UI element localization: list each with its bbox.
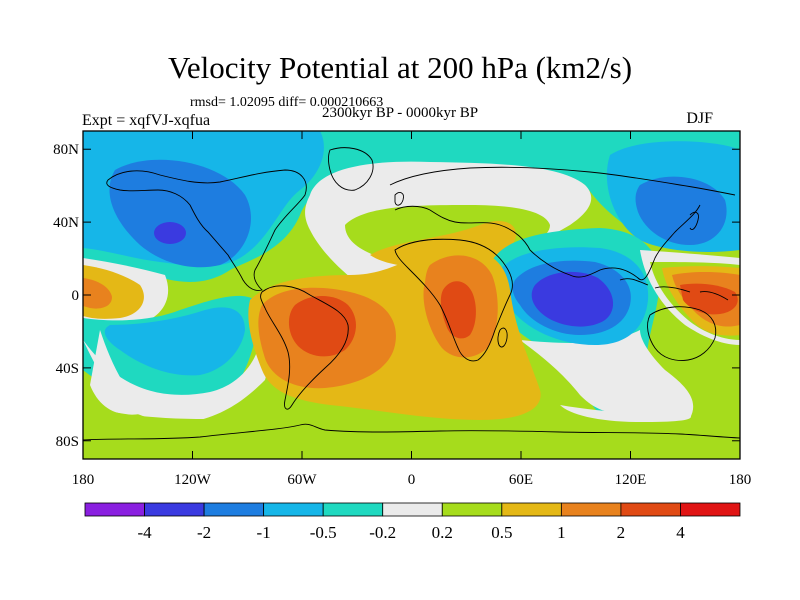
coast-eurasia — [389, 166, 736, 281]
x-tick-label: 180 — [72, 472, 95, 488]
colorbar-swatch — [203, 502, 265, 517]
y-tick-label: 80S — [56, 434, 79, 450]
coast-japan — [689, 211, 699, 231]
colorbar-level-label: 1 — [557, 523, 566, 542]
period-label: 2300kyr BP - 0000kyr BP — [322, 105, 479, 121]
stats-label: rmsd= 1.02095 diff= 0.000210663 — [190, 95, 384, 110]
coast-africa — [394, 238, 513, 362]
x-tick-label: 60E — [509, 472, 533, 488]
coast-greenland — [328, 147, 374, 191]
contour-field — [83, 131, 740, 459]
colorbar-swatch — [382, 502, 443, 517]
colorbar-level-label: -2 — [197, 523, 211, 542]
x-tick-label: 180 — [729, 472, 752, 488]
colorbar-swatch — [501, 502, 562, 517]
colorbar-swatch — [263, 502, 324, 517]
coast-british-isles — [394, 192, 404, 206]
contour-indian-ocean-min — [531, 271, 614, 327]
contour-southern-ocean-neutral — [560, 405, 691, 422]
colorbar-swatch — [680, 502, 741, 517]
colorbar-swatch — [144, 502, 205, 517]
contour-dateline-west-darkorange — [83, 278, 112, 309]
coastlines — [83, 147, 740, 441]
contour-south-pacific-light-blue — [104, 307, 245, 376]
y-axis: 80N 40N 0 40S 80S — [53, 142, 740, 450]
contour-north-pacific-min — [154, 222, 186, 244]
x-tick-label: 60W — [287, 472, 317, 488]
colorbar-level-label: 4 — [676, 523, 685, 542]
colorbar-level-label: 0.2 — [432, 523, 453, 542]
contour-east-asia-blue — [635, 176, 727, 245]
colorbar-level-label: -1 — [257, 523, 271, 542]
y-tick-label: 0 — [72, 288, 80, 304]
y-tick-label: 80N — [53, 142, 79, 158]
coast-south-america — [260, 285, 349, 410]
experiment-label: Expt = xqfVJ-xqfua — [82, 112, 211, 129]
colorbar-swatch — [441, 502, 503, 517]
coast-north-america — [106, 169, 307, 291]
x-tick-label: 0 — [408, 472, 416, 488]
x-tick-label: 120W — [174, 472, 212, 488]
colorbar: -4 -2 -1 -0.5 -0.2 0.2 0.5 1 2 4 — [84, 502, 741, 542]
contour-south-america-red — [288, 296, 356, 357]
x-axis: 180 120W 60W 0 60E 120E 180 — [72, 131, 752, 488]
colorbar-level-label: -0.5 — [310, 523, 337, 542]
season-label: DJF — [686, 110, 713, 127]
colorbar-swatch — [322, 502, 384, 517]
colorbar-swatch — [620, 502, 681, 517]
y-tick-label: 40N — [53, 215, 79, 231]
coast-indonesia — [619, 278, 729, 301]
contour-africa-red — [440, 281, 476, 339]
y-tick-label: 40S — [56, 361, 79, 377]
coast-antarctica — [83, 423, 740, 441]
colorbar-swatch — [84, 502, 145, 517]
coast-australia — [647, 306, 717, 361]
contour-indian-ocean-neutral-edge — [520, 330, 694, 419]
contour-south-pacific-white-tongue — [90, 330, 150, 415]
colorbar-level-label: 0.5 — [491, 523, 512, 542]
colorbar-level-label: 2 — [617, 523, 626, 542]
contour-maritime-red — [680, 283, 738, 315]
coast-madagascar — [497, 327, 508, 348]
chart-title: Velocity Potential at 200 hPa (km2/s) — [167, 50, 633, 85]
colorbar-swatch — [560, 502, 622, 517]
colorbar-level-label: -4 — [137, 523, 152, 542]
x-tick-label: 120E — [615, 472, 647, 488]
colorbar-level-label: -0.2 — [369, 523, 396, 542]
